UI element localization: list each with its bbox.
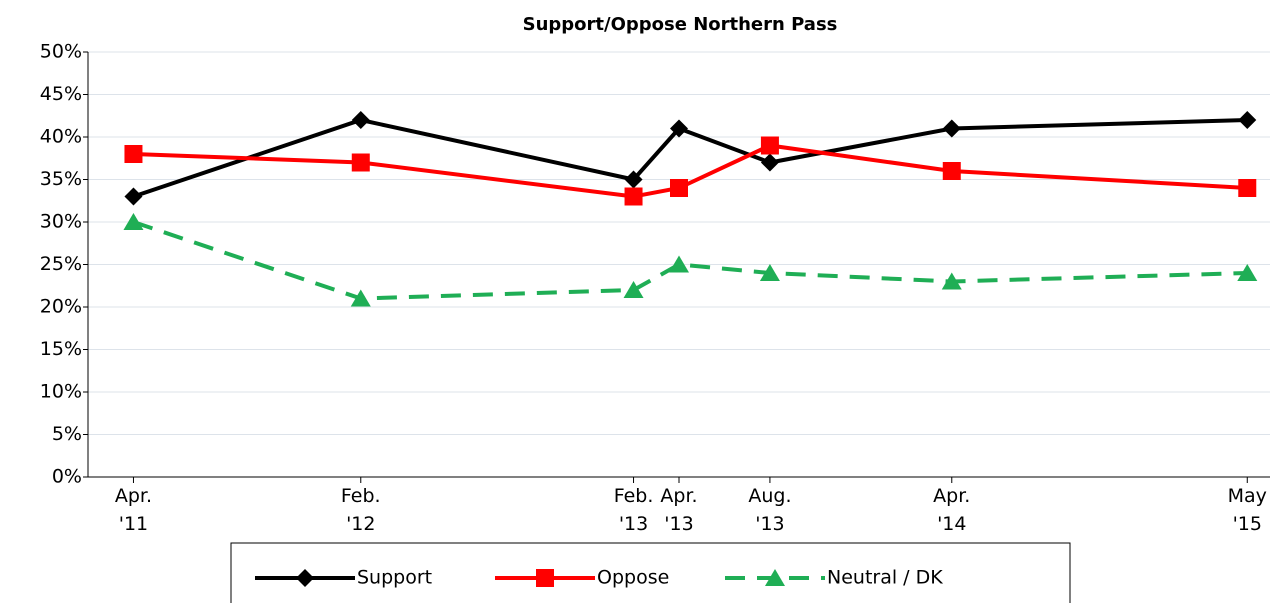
x-tick-label: Apr. '14 xyxy=(933,485,971,535)
marker xyxy=(760,136,779,155)
y-tick-label: 5% xyxy=(52,423,82,445)
marker xyxy=(124,145,143,163)
marker xyxy=(351,153,370,172)
marker xyxy=(942,119,961,138)
marker xyxy=(1238,111,1257,129)
y-tick-label: 25% xyxy=(40,253,82,275)
marker xyxy=(669,255,689,273)
x-tick-label: Apr. '11 xyxy=(114,485,153,535)
marker xyxy=(670,179,688,197)
x-tick-label: Feb. '13 xyxy=(613,485,654,535)
x-tick-label: May '15 xyxy=(1227,485,1267,535)
marker xyxy=(124,187,143,206)
marker xyxy=(624,170,643,189)
series-line xyxy=(132,220,1248,301)
y-tick-label: 10% xyxy=(40,381,82,403)
x-tick-label: Aug. '13 xyxy=(748,485,792,535)
marker xyxy=(760,153,779,172)
y-tick-label: 0% xyxy=(52,466,82,488)
y-tick-label: 20% xyxy=(40,296,82,318)
marker xyxy=(941,272,962,290)
marker xyxy=(1237,264,1258,281)
marker xyxy=(765,569,785,586)
marker xyxy=(350,289,371,307)
marker xyxy=(942,162,961,180)
legend-label: Neutral / DK xyxy=(827,567,943,589)
marker xyxy=(296,569,314,587)
x-tick-label: Feb. '12 xyxy=(340,485,381,535)
marker xyxy=(623,281,644,298)
marker xyxy=(351,111,370,129)
y-tick-label: 45% xyxy=(40,83,82,105)
legend-label: Support xyxy=(357,567,432,589)
marker xyxy=(123,213,144,230)
marker xyxy=(670,119,688,138)
y-tick-label: 15% xyxy=(40,338,82,360)
marker xyxy=(624,187,643,206)
y-tick-label: 50% xyxy=(40,41,82,63)
legend-box xyxy=(230,542,1071,603)
legend: Support Oppose Neutral / DK xyxy=(230,542,1071,603)
legend-label: Oppose xyxy=(597,567,669,589)
y-tick-label: 40% xyxy=(40,126,82,148)
y-tick-label: 30% xyxy=(40,211,82,233)
series-line xyxy=(133,143,1248,199)
chart-title: Support/Oppose Northern Pass xyxy=(523,14,838,35)
x-tick-label: Apr. '13 xyxy=(660,485,698,535)
marker xyxy=(536,569,554,587)
marker xyxy=(759,264,780,281)
marker xyxy=(1238,179,1257,197)
y-tick-label: 35% xyxy=(40,168,82,190)
